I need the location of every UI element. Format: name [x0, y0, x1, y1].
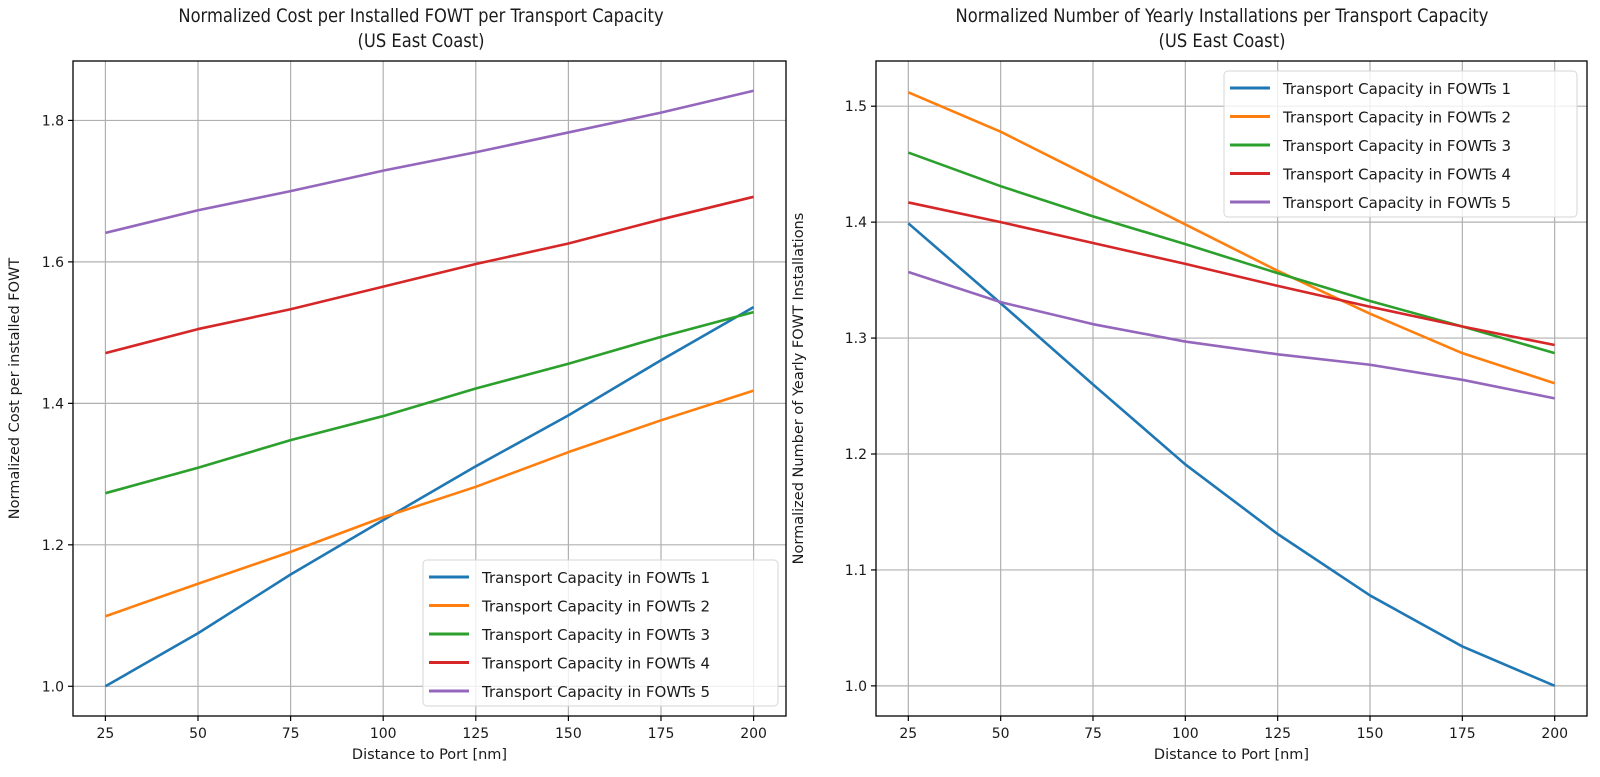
y-tick-label: 1.3: [845, 331, 867, 347]
legend-label: Transport Capacity in FOWTs 3: [1282, 137, 1511, 155]
y-tick-label: 1.4: [845, 215, 867, 231]
y-tick-label: 1.0: [42, 679, 64, 695]
series-line-5: [105, 89, 754, 235]
chart-subtitle: (US East Coast): [358, 31, 485, 52]
x-tick-label: 200: [1541, 726, 1568, 742]
x-tick-label: 150: [555, 726, 582, 742]
legend-label: Transport Capacity in FOWTs 3: [481, 626, 710, 644]
x-tick-label: 25: [899, 726, 917, 742]
series-line-2: [907, 91, 1556, 385]
y-tick-label: 1.6: [42, 255, 64, 271]
legend-item: Transport Capacity in FOWTs 2: [1230, 109, 1511, 127]
x-tick-label: 100: [1172, 726, 1199, 742]
legend-label: Transport Capacity in FOWTs 4: [1282, 166, 1511, 184]
legend-item: Transport Capacity in FOWTs 2: [429, 598, 710, 616]
x-tick-label: 125: [462, 726, 489, 742]
x-tick-label: 150: [1357, 726, 1384, 742]
legend-item: Transport Capacity in FOWTs 4: [429, 655, 710, 673]
legend-item: Transport Capacity in FOWTs 5: [1230, 194, 1511, 212]
legend-item: Transport Capacity in FOWTs 4: [1230, 166, 1511, 184]
x-tick-label: 25: [96, 726, 114, 742]
axes-frame: [72, 60, 787, 717]
y-tick-label: 1.2: [845, 447, 867, 463]
x-tick-label: 50: [992, 726, 1010, 742]
series-line-3: [105, 310, 754, 495]
legend-box: [1223, 70, 1578, 218]
series-line-1: [907, 222, 1556, 688]
series-group: [907, 91, 1556, 688]
legend-label: Transport Capacity in FOWTs 1: [1282, 80, 1511, 98]
legend-label: Transport Capacity in FOWTs 1: [481, 569, 710, 587]
x-tick-label: 50: [189, 726, 207, 742]
series-group: [104, 89, 755, 688]
y-tick-label: 1.4: [42, 396, 64, 412]
legend: Transport Capacity in FOWTs 1 Transport C…: [422, 559, 779, 707]
cost-chart: Normalized Cost per Installed FOWT per T…: [7, 6, 787, 763]
chart-title: Normalized Cost per Installed FOWT per T…: [178, 6, 663, 27]
series-line-5: [907, 270, 1555, 400]
x-tick-label: 100: [370, 726, 397, 742]
legend-item: Transport Capacity in FOWTs 3: [429, 626, 710, 644]
legend-label: Transport Capacity in FOWTs 4: [481, 655, 710, 673]
legend-item: Transport Capacity in FOWTs 1: [1230, 80, 1511, 98]
legend-label: Transport Capacity in FOWTs 2: [1282, 109, 1511, 127]
legend-item: Transport Capacity in FOWTs 1: [429, 569, 710, 587]
legend-label: Transport Capacity in FOWTs 2: [481, 598, 710, 616]
legend-item: Transport Capacity in FOWTs 5: [429, 683, 710, 701]
x-tick-label: 75: [282, 726, 300, 742]
x-tick-label: 175: [1449, 726, 1476, 742]
x-tick-label: 175: [648, 726, 675, 742]
y-tick-label: 1.0: [845, 679, 867, 695]
y-tick-label: 1.1: [845, 563, 867, 579]
legend: Transport Capacity in FOWTs 1 Transport C…: [1223, 70, 1578, 218]
series-line-4: [105, 195, 754, 355]
series-line-1: [104, 306, 755, 688]
x-axis-label: Distance to Port [nm]: [352, 747, 507, 763]
grid: [876, 61, 1587, 716]
x-axis-label: Distance to Port [nm]: [1154, 747, 1309, 763]
y-tick-label: 1.8: [42, 113, 64, 129]
axes-frame: [875, 60, 1588, 717]
series-line-4: [908, 201, 1555, 347]
legend-item: Transport Capacity in FOWTs 3: [1230, 137, 1511, 155]
installations-chart: Normalized Number of Yearly Installation…: [791, 6, 1588, 763]
y-axis-label: Normalized Number of Yearly FOWT Install…: [791, 213, 807, 565]
legend-label: Transport Capacity in FOWTs 5: [1282, 194, 1511, 212]
x-tick-label: 125: [1264, 726, 1291, 742]
legend-label: Transport Capacity in FOWTs 5: [481, 683, 710, 701]
legend-box: [422, 559, 779, 707]
y-tick-label: 1.5: [845, 99, 867, 115]
y-axis-label: Normalized Cost per installed FOWT: [7, 258, 23, 520]
x-tick-label: 75: [1084, 726, 1102, 742]
y-tick-label: 1.2: [42, 538, 64, 554]
series-line-2: [104, 389, 754, 618]
x-tick-label: 200: [740, 726, 767, 742]
chart-subtitle: (US East Coast): [1159, 31, 1286, 52]
chart-title: Normalized Number of Yearly Installation…: [956, 6, 1489, 27]
